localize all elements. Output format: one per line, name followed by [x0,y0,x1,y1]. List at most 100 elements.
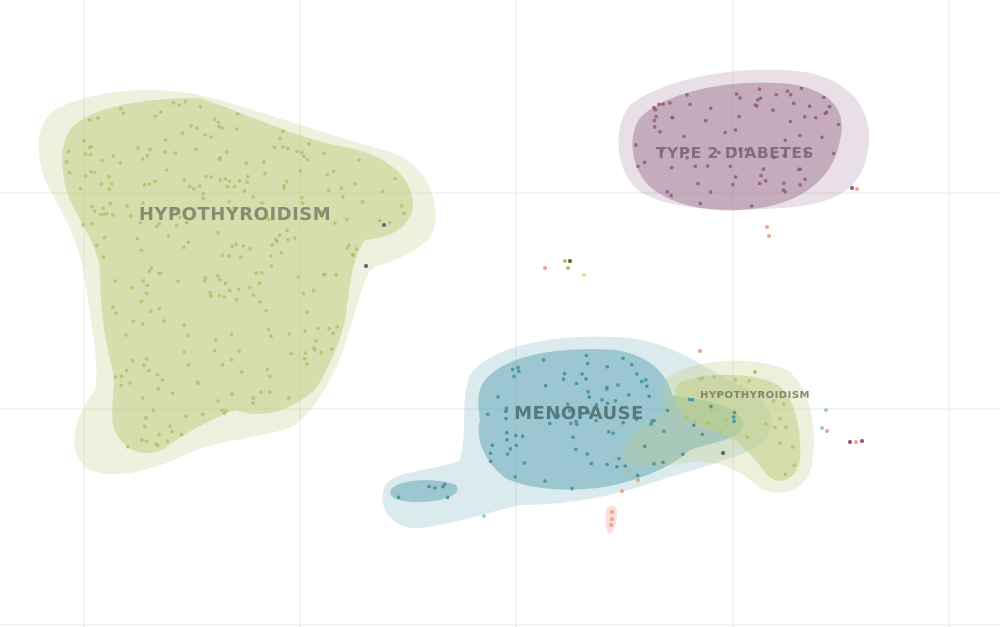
data-point-hypothyroidism [201,196,205,201]
data-point-type2-diabetes [652,118,657,123]
data-point-hypothyroidism [269,254,273,258]
data-point-type2-diabetes [657,102,661,107]
data-point-outlier [566,266,570,270]
data-point-hypothyroidism [268,374,272,379]
data-point-hypothyroidism [107,187,112,192]
data-point-hypothyroidism [178,215,182,220]
data-point-hypothyroidism [90,221,94,226]
data-point-menopause [522,461,527,465]
data-point-menopause [642,444,647,449]
data-point-menopause [639,379,644,384]
data-point-menopause [605,462,609,467]
data-point-hypothyroidism [140,157,145,161]
data-point-hypothyroidism [270,243,275,247]
data-point-hypothyroidism [345,246,350,250]
data-point-hypothyroidism [93,170,97,175]
data-point-hypothyroidism [303,329,307,333]
data-point-hypothyroidism-secondary [792,463,796,468]
data-point-menopause [488,459,493,464]
data-point-hypothyroidism [353,182,358,186]
data-point-type2-diabetes [733,175,738,179]
data-point-menopause [505,452,510,456]
data-point-menopause [585,361,590,366]
data-point-type2-diabetes [759,173,763,178]
data-point-hypothyroidism [67,149,71,154]
data-point-hypothyroidism [254,271,258,275]
data-point-hypothyroidism [300,150,304,155]
data-point-hypothyroidism [170,429,174,434]
data-point-hypothyroidism [139,248,144,253]
data-point-hypothyroidism [305,157,310,162]
data-point-hypothyroidism [147,368,151,373]
data-point-menopause [562,371,567,376]
data-point-hypothyroidism [303,351,308,355]
data-point-type2-diabetes [761,167,766,171]
data-point-hypothyroidism [327,188,331,193]
data-point-menopause [605,364,609,369]
data-point-type2-diabetes [688,102,692,107]
data-point-menopause [543,479,547,483]
data-point-menopause [594,418,598,423]
data-point-hypothyroidism [258,300,263,304]
data-point-hypothyroidism [102,212,106,216]
data-point-menopause [687,397,692,402]
data-point-hypothyroidism [141,322,145,327]
data-point-menopause [587,395,592,399]
data-point-menopause [649,422,653,426]
data-point-hypothyroidism [286,396,291,400]
data-point-hypothyroidism [171,101,176,105]
data-point-menopause [561,377,566,382]
data-point-hypothyroidism [166,234,171,238]
data-point-hypothyroidism [189,124,193,128]
data-point-hypothyroidism [287,332,292,336]
data-point-hypothyroidism [259,390,264,395]
data-point-hypothyroidism [157,432,161,437]
data-point-menopause [700,432,704,437]
data-point-hypothyroidism [165,439,170,444]
data-point-hypothyroidism [140,396,145,401]
data-point-type2-diabetes [634,143,638,147]
data-point-type2-diabetes [831,151,836,156]
data-point-hypothyroidism [354,247,359,251]
data-point-hypothyroidism [145,283,150,288]
data-point-outlier [765,225,769,229]
data-point-hypothyroidism [360,199,365,204]
data-point-hypothyroidism [131,319,136,324]
data-point-hypothyroidism [201,412,205,416]
data-point-hypothyroidism [240,370,244,374]
data-point-hypothyroidism-secondary [763,422,768,426]
data-point-hypothyroidism-secondary [778,417,782,421]
data-point-hypothyroidism-secondary [718,430,723,434]
data-point-type2-diabetes [703,118,708,123]
data-point-menopause [427,484,431,489]
data-point-hypothyroidism [329,347,334,351]
data-point-outlier [610,510,614,514]
data-point-hypothyroidism [186,240,191,245]
data-point-type2-diabetes [772,155,776,160]
data-point-menopause [645,384,649,389]
data-point-hypothyroidism [223,281,228,286]
data-point-hypothyroidism [241,244,246,248]
data-point-hypothyroidism [144,356,149,361]
data-point-outlier [753,370,757,374]
region-menopause-inner [478,349,743,490]
data-point-hypothyroidism [224,150,229,154]
data-point-menopause [584,353,589,358]
data-point-type2-diabetes [753,103,757,107]
data-point-hypothyroidism [335,325,340,329]
data-point-hypothyroidism [345,217,349,222]
data-point-hypothyroidism [158,110,163,114]
data-point-hypothyroidism [126,444,130,449]
data-point-hypothyroidism [251,401,255,405]
data-point-menopause [606,429,611,434]
data-point-menopause [635,473,640,478]
data-point-hypothyroidism [157,271,161,276]
data-point-hypothyroidism [341,195,345,199]
data-point-hypothyroidism [333,221,337,225]
data-point-hypothyroidism [216,120,221,125]
data-point-type2-diabetes [803,177,807,182]
data-point-hypothyroidism [255,213,259,218]
data-point-menopause [621,420,625,425]
data-point-hypothyroidism [96,116,100,120]
data-point-menopause [396,495,401,500]
